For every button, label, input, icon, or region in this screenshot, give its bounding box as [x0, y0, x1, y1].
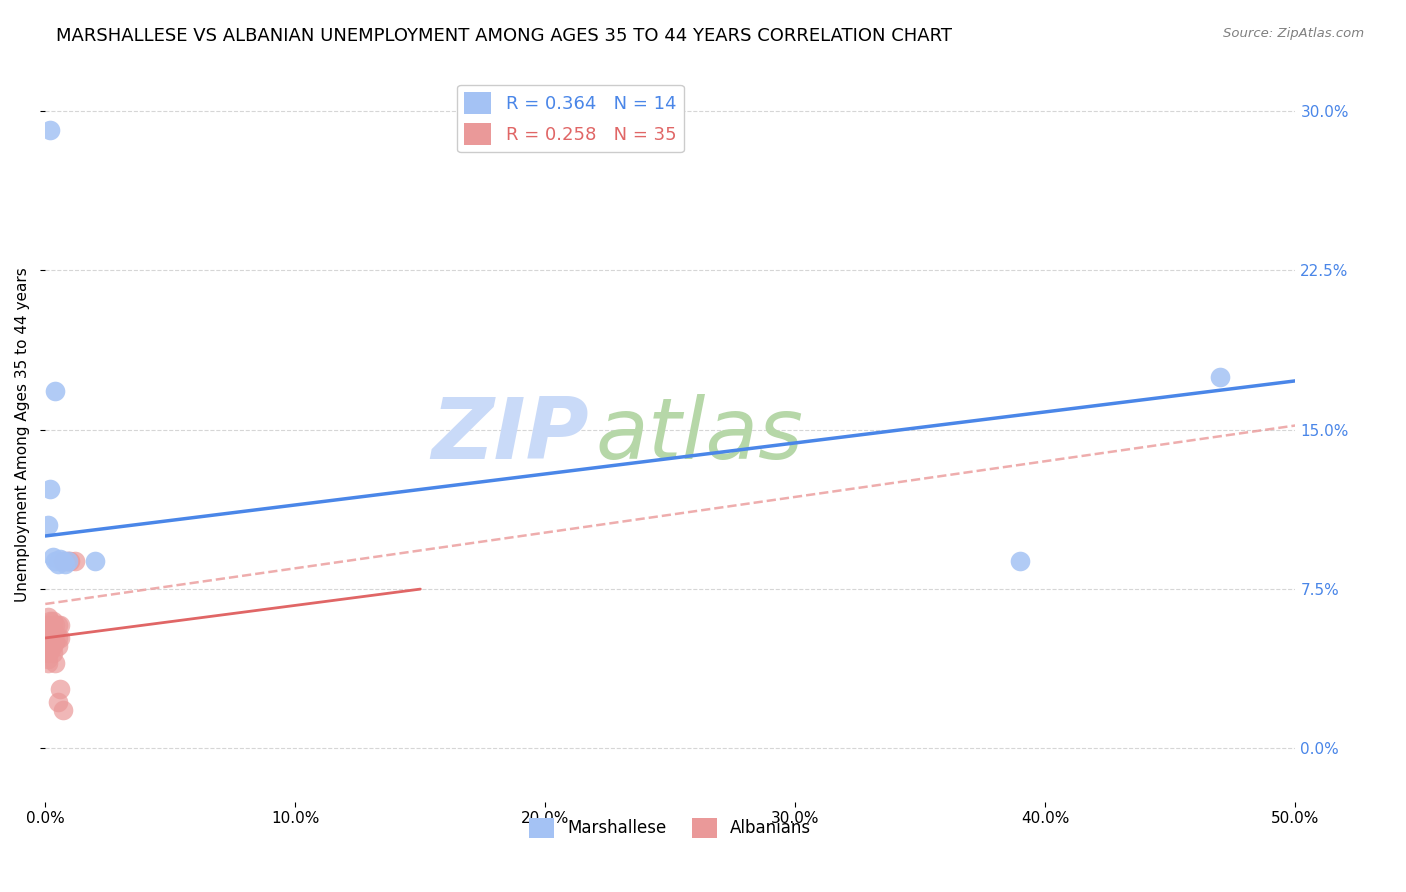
Point — [39, 631, 62, 645]
Point — [53, 554, 76, 568]
Point — [37, 618, 59, 632]
Point — [37, 631, 59, 645]
Point — [44, 618, 66, 632]
Point — [42, 640, 65, 654]
Point — [37, 640, 59, 654]
Point — [37, 652, 59, 666]
Point — [1010, 554, 1032, 568]
Point — [52, 554, 75, 568]
Point — [84, 554, 107, 568]
Point — [39, 614, 62, 628]
Point — [42, 623, 65, 637]
Point — [53, 557, 76, 571]
Point — [56, 554, 79, 568]
Point — [49, 681, 72, 696]
Point — [37, 624, 59, 639]
Point — [49, 631, 72, 645]
Point — [39, 123, 62, 137]
Point — [65, 554, 87, 568]
Point — [37, 518, 59, 533]
Point — [39, 482, 62, 496]
Point — [37, 657, 59, 671]
Point — [52, 554, 75, 568]
Point — [37, 609, 59, 624]
Point — [39, 635, 62, 649]
Y-axis label: Unemployment Among Ages 35 to 44 years: Unemployment Among Ages 35 to 44 years — [15, 268, 30, 602]
Point — [44, 384, 66, 399]
Point — [42, 550, 65, 565]
Text: Source: ZipAtlas.com: Source: ZipAtlas.com — [1223, 27, 1364, 40]
Point — [52, 703, 75, 717]
Point — [49, 552, 72, 566]
Point — [42, 646, 65, 660]
Legend: Marshallese, Albanians: Marshallese, Albanians — [523, 811, 818, 845]
Point — [49, 618, 72, 632]
Point — [44, 657, 66, 671]
Text: atlas: atlas — [595, 393, 803, 476]
Point — [59, 554, 82, 568]
Point — [46, 695, 69, 709]
Point — [46, 557, 69, 571]
Point — [37, 646, 59, 660]
Point — [46, 618, 69, 632]
Point — [39, 623, 62, 637]
Point — [44, 626, 66, 640]
Point — [39, 644, 62, 658]
Point — [1209, 369, 1232, 384]
Text: ZIP: ZIP — [432, 393, 589, 476]
Point — [46, 631, 69, 645]
Point — [46, 640, 69, 654]
Point — [44, 554, 66, 568]
Point — [42, 631, 65, 645]
Point — [42, 614, 65, 628]
Point — [56, 554, 79, 568]
Text: MARSHALLESE VS ALBANIAN UNEMPLOYMENT AMONG AGES 35 TO 44 YEARS CORRELATION CHART: MARSHALLESE VS ALBANIAN UNEMPLOYMENT AMO… — [56, 27, 952, 45]
Point — [44, 635, 66, 649]
